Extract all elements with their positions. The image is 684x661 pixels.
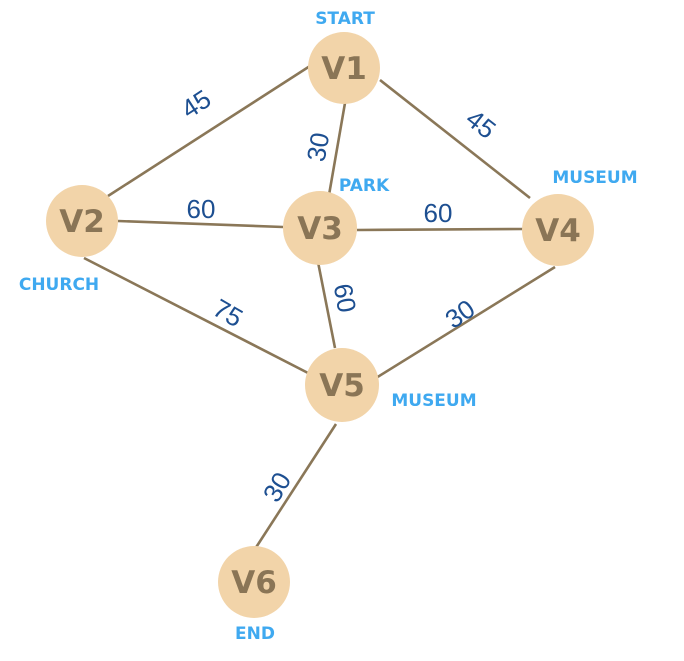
node-v6-label: V6: [231, 565, 277, 601]
weight-v4-v5: 30: [440, 293, 481, 334]
edge-v3-v5: [316, 261, 337, 349]
tag-museum-v5: MUSEUM: [391, 391, 476, 411]
edge-v5-v6: [253, 423, 338, 550]
edge-v1-v3: [327, 102, 347, 196]
edge-v1-v2: [107, 64, 311, 198]
place-tags-layer: START CHURCH PARK MUSEUM MUSEUM END: [19, 9, 638, 644]
nodes-layer: V1 V2 V3 V4 V5 V6: [46, 32, 594, 618]
node-v5: V5: [305, 348, 379, 422]
weight-v1-v4: 45: [460, 103, 501, 144]
node-v3: V3: [283, 191, 357, 265]
edge-v3-v4: [356, 227, 524, 232]
weight-v3-v5: 60: [328, 281, 363, 315]
node-v2-label: V2: [59, 204, 105, 240]
tag-end: END: [235, 624, 275, 644]
node-v3-label: V3: [297, 211, 343, 247]
edge-v1-v4: [379, 78, 531, 200]
edge-v2-v5: [83, 256, 311, 376]
weight-v1-v2: 45: [176, 84, 217, 125]
weight-v2-v3: 60: [187, 194, 216, 224]
edge-v2-v3: [117, 219, 284, 229]
tag-museum-v4: MUSEUM: [552, 168, 637, 188]
tag-start: START: [315, 9, 375, 29]
weight-v1-v3: 30: [301, 130, 336, 164]
node-v2: V2: [46, 185, 118, 257]
node-v5-label: V5: [319, 368, 365, 404]
edges-layer: 45 30 45 60 60 75 60 30 30: [83, 64, 556, 550]
weight-v3-v4: 60: [424, 198, 453, 228]
node-v4: V4: [522, 194, 594, 266]
node-v6: V6: [218, 546, 290, 618]
edge-v4-v5: [375, 265, 556, 380]
node-v1-label: V1: [321, 51, 367, 87]
node-v1: V1: [308, 32, 380, 104]
node-v4-label: V4: [535, 213, 581, 249]
tag-park: PARK: [339, 176, 390, 196]
weight-v2-v5: 75: [208, 293, 248, 333]
tag-church: CHURCH: [19, 275, 99, 295]
weight-v5-v6: 30: [257, 467, 297, 507]
